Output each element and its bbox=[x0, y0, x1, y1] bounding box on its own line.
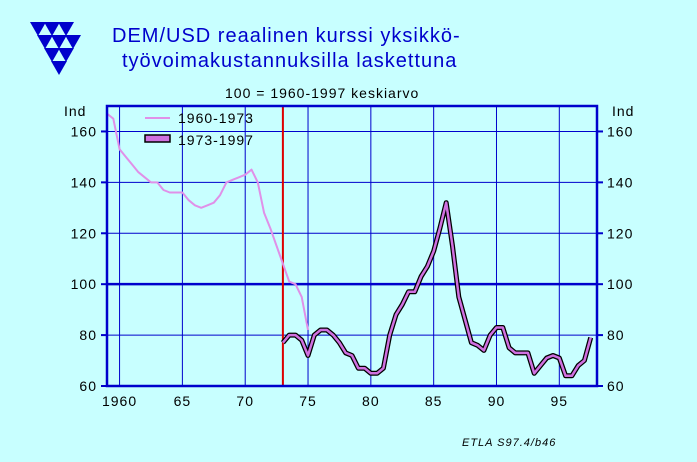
x-tick-labels: 1960 65 70 75 80 85 90 95 bbox=[102, 393, 569, 409]
source-note: ETLA S97.4/b46 bbox=[462, 437, 556, 449]
x-tick-label: 95 bbox=[551, 393, 569, 409]
chart-grid bbox=[107, 106, 597, 386]
series-line-1960-1973 bbox=[106, 112, 309, 331]
x-tick-label: 1960 bbox=[102, 393, 137, 409]
logo-triangle bbox=[30, 22, 46, 36]
logo-triangle bbox=[44, 22, 60, 36]
plot-frame bbox=[101, 104, 603, 388]
logo-triangle bbox=[58, 48, 74, 62]
logo-triangle bbox=[51, 35, 67, 49]
legend-label-1973-1997: 1973-1997 bbox=[178, 132, 254, 148]
y-tick-label-left: 140 bbox=[71, 174, 97, 190]
logo-triangle bbox=[58, 22, 74, 36]
legend-swatch-1973-1997 bbox=[144, 134, 171, 143]
y-tick-label-right: 120 bbox=[607, 225, 633, 241]
logo-triangle bbox=[65, 35, 81, 49]
y-tick-label-left: 160 bbox=[71, 123, 97, 139]
y-axis-label-left: Ind bbox=[64, 103, 86, 119]
x-tick-label: 75 bbox=[299, 393, 317, 409]
y-tick-labels: 60 60 80 80 100 100 120 120 140 140 160 160 bbox=[71, 123, 633, 394]
chart-legend: 1960-1973 1973-1997 bbox=[144, 110, 254, 148]
logo-triangle bbox=[37, 35, 53, 49]
y-tick-label-left: 60 bbox=[79, 378, 97, 394]
x-tick-label: 65 bbox=[174, 393, 192, 409]
x-tick-label: 85 bbox=[425, 393, 443, 409]
legend-label-1960-1973: 1960-1973 bbox=[178, 110, 254, 126]
x-tick-label: 70 bbox=[236, 393, 254, 409]
y-tick-label-right: 100 bbox=[607, 276, 633, 292]
chart-title-line2: työvoimakustannuksilla laskettuna bbox=[122, 50, 457, 72]
y-tick-label-right: 160 bbox=[607, 123, 633, 139]
etla-triangles-logo-icon bbox=[30, 22, 81, 75]
y-tick-label-left: 100 bbox=[71, 276, 97, 292]
y-tick-label-left: 120 bbox=[71, 225, 97, 241]
x-tick-label: 80 bbox=[362, 393, 380, 409]
y-tick-label-left: 80 bbox=[79, 327, 97, 343]
y-tick-label-right: 60 bbox=[607, 378, 625, 394]
chart-series bbox=[106, 112, 594, 379]
series-line-1973-1997 bbox=[281, 201, 592, 378]
legend-swatches bbox=[144, 117, 171, 143]
y-axis-label-right: Ind bbox=[612, 103, 634, 119]
y-tick-label-right: 80 bbox=[607, 327, 625, 343]
chart-title-line1: DEM/USD reaalinen kurssi yksikkö- bbox=[112, 25, 461, 47]
plot-border bbox=[105, 104, 599, 388]
series-outline-1973-1997 bbox=[280, 200, 594, 379]
logo-triangle bbox=[51, 61, 67, 75]
y-tick-label-right: 140 bbox=[607, 174, 633, 190]
logo-triangle bbox=[44, 48, 60, 62]
x-tick-label: 90 bbox=[488, 393, 506, 409]
chart-subtitle: 100 = 1960-1997 keskiarvo bbox=[225, 85, 419, 101]
